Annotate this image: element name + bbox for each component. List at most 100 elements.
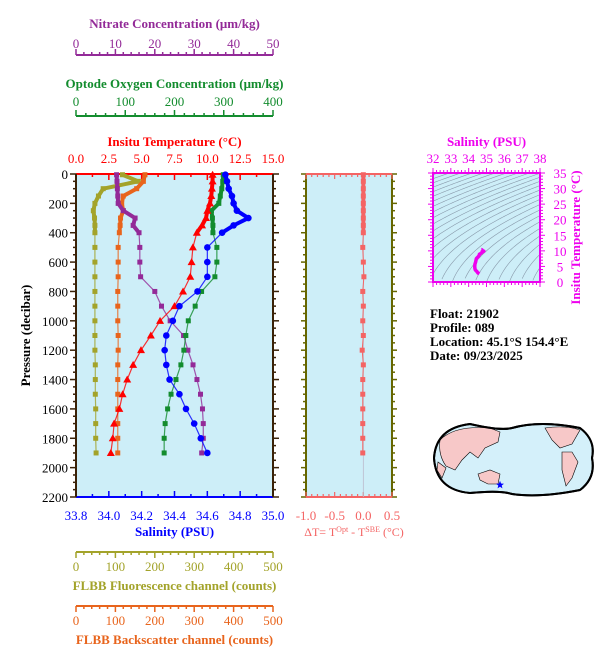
backscatter-tick-label: 500 bbox=[263, 613, 283, 628]
backscatter-point bbox=[115, 288, 121, 294]
density-contour bbox=[432, 172, 541, 219]
density-contour bbox=[432, 176, 541, 225]
ts-curve bbox=[472, 247, 486, 276]
delta-t-point bbox=[360, 450, 366, 456]
backscatter-point bbox=[115, 318, 121, 324]
nitrate-point bbox=[194, 377, 200, 383]
fluorescence-point bbox=[93, 435, 99, 441]
temperature-tick-label: 10.0 bbox=[196, 151, 219, 166]
delta-t-point bbox=[359, 347, 365, 353]
world-map bbox=[432, 422, 594, 497]
nitrate-tick-label: 10 bbox=[109, 36, 122, 51]
nitrate-point bbox=[199, 406, 205, 412]
fluorescence-point bbox=[135, 178, 141, 184]
nitrate-tick-label: 0 bbox=[73, 36, 80, 51]
density-contour bbox=[432, 173, 460, 184]
backscatter-point bbox=[115, 362, 121, 368]
backscatter-point bbox=[118, 215, 124, 221]
oxygen-point bbox=[173, 377, 179, 383]
map-landmass bbox=[436, 461, 447, 479]
temperature-tick-label: 0.0 bbox=[68, 151, 84, 166]
info-float: Float: 21902 bbox=[430, 306, 499, 321]
fluorescence-point bbox=[92, 347, 98, 353]
temperature-point bbox=[118, 390, 127, 398]
salinity-point bbox=[162, 361, 170, 369]
oxygen-tick-label: 300 bbox=[214, 94, 234, 109]
density-contour bbox=[486, 228, 541, 283]
delta-t-tick-label: -0.5 bbox=[324, 508, 345, 523]
backscatter-point bbox=[115, 377, 121, 383]
nitrate-point bbox=[199, 450, 205, 456]
fluorescence-point bbox=[93, 406, 99, 412]
ts-x-tick-label: 36 bbox=[498, 151, 512, 166]
oxygen-point bbox=[219, 186, 225, 192]
fluorescence-point bbox=[90, 208, 96, 214]
info-profile: Profile: 089 bbox=[430, 320, 495, 335]
density-contour bbox=[441, 204, 541, 280]
backscatter-point bbox=[115, 274, 121, 280]
salinity-tick-label: 34.0 bbox=[97, 508, 120, 523]
fluorescence-point bbox=[92, 318, 98, 324]
temperature-point bbox=[202, 214, 211, 222]
nitrate-point bbox=[114, 178, 120, 184]
main-plot-area bbox=[76, 174, 273, 497]
temperature-tick-label: 12.5 bbox=[229, 151, 252, 166]
pressure-tick-label: 800 bbox=[49, 284, 69, 299]
salinity-point bbox=[162, 332, 170, 339]
fluorescence-point bbox=[92, 377, 98, 383]
oxygen-point bbox=[210, 230, 216, 236]
salinity-point bbox=[176, 302, 183, 310]
temperature-point bbox=[146, 331, 155, 339]
fluorescence-tick-label: 500 bbox=[263, 559, 283, 574]
nitrate-point bbox=[114, 172, 120, 178]
salinity-point bbox=[222, 171, 229, 179]
nitrate-axis-title: Nitrate Concentration (μm/kg) bbox=[89, 16, 260, 31]
delta-t-point bbox=[360, 259, 366, 265]
density-contour bbox=[432, 189, 541, 248]
fluorescence-point bbox=[92, 288, 98, 294]
ts-y-tick-label: 0 bbox=[557, 275, 564, 290]
temperature-point bbox=[208, 170, 217, 178]
backscatter-point bbox=[115, 244, 121, 250]
temperature-point bbox=[207, 184, 216, 192]
nitrate-point bbox=[114, 186, 120, 192]
temperature-point bbox=[198, 221, 207, 229]
density-contour bbox=[452, 209, 541, 282]
ts-density-contours bbox=[432, 172, 541, 283]
salinity-point bbox=[230, 222, 237, 229]
oxygen-point bbox=[168, 391, 174, 397]
oxygen-tick-label: 0 bbox=[73, 94, 80, 109]
backscatter-point bbox=[115, 259, 121, 265]
nitrate-point bbox=[138, 274, 144, 280]
backscatter-point bbox=[115, 450, 121, 456]
density-contour bbox=[432, 172, 530, 213]
oxygen-point bbox=[192, 303, 198, 309]
oxygen-point bbox=[214, 244, 220, 250]
salinity-axis-title: Salinity (PSU) bbox=[135, 524, 214, 539]
backscatter-point bbox=[116, 230, 122, 236]
delta-t-point bbox=[360, 193, 366, 199]
oxygen-point bbox=[161, 450, 167, 456]
fluorescence-point bbox=[93, 450, 99, 456]
nitrate-point bbox=[152, 288, 158, 294]
delta-t-point bbox=[360, 391, 366, 397]
map-landmass bbox=[544, 426, 581, 449]
fluorescence-tick-label: 300 bbox=[184, 559, 204, 574]
delta-t-point bbox=[360, 244, 366, 250]
delta-t-tick-label: -1.0 bbox=[296, 508, 317, 523]
backscatter-axis-title: FLBB Backscatter channel (counts) bbox=[76, 632, 273, 647]
delta-t-point bbox=[360, 200, 366, 206]
salinity-point bbox=[228, 192, 236, 200]
density-contour bbox=[432, 172, 450, 179]
ts-x-tick-label: 33 bbox=[444, 151, 457, 166]
fluorescence-point bbox=[93, 421, 99, 427]
temperature-point bbox=[205, 199, 214, 207]
backscatter-point bbox=[115, 421, 121, 427]
salinity-point bbox=[197, 434, 205, 442]
ts-plot-area bbox=[433, 173, 540, 282]
salinity-point bbox=[182, 405, 190, 413]
salinity-point bbox=[230, 200, 237, 207]
ts-y-axis-title: Insitu Temperature (°C) bbox=[568, 170, 583, 304]
delta-t-point bbox=[360, 435, 366, 441]
fluorescence-tick-label: 100 bbox=[106, 559, 126, 574]
